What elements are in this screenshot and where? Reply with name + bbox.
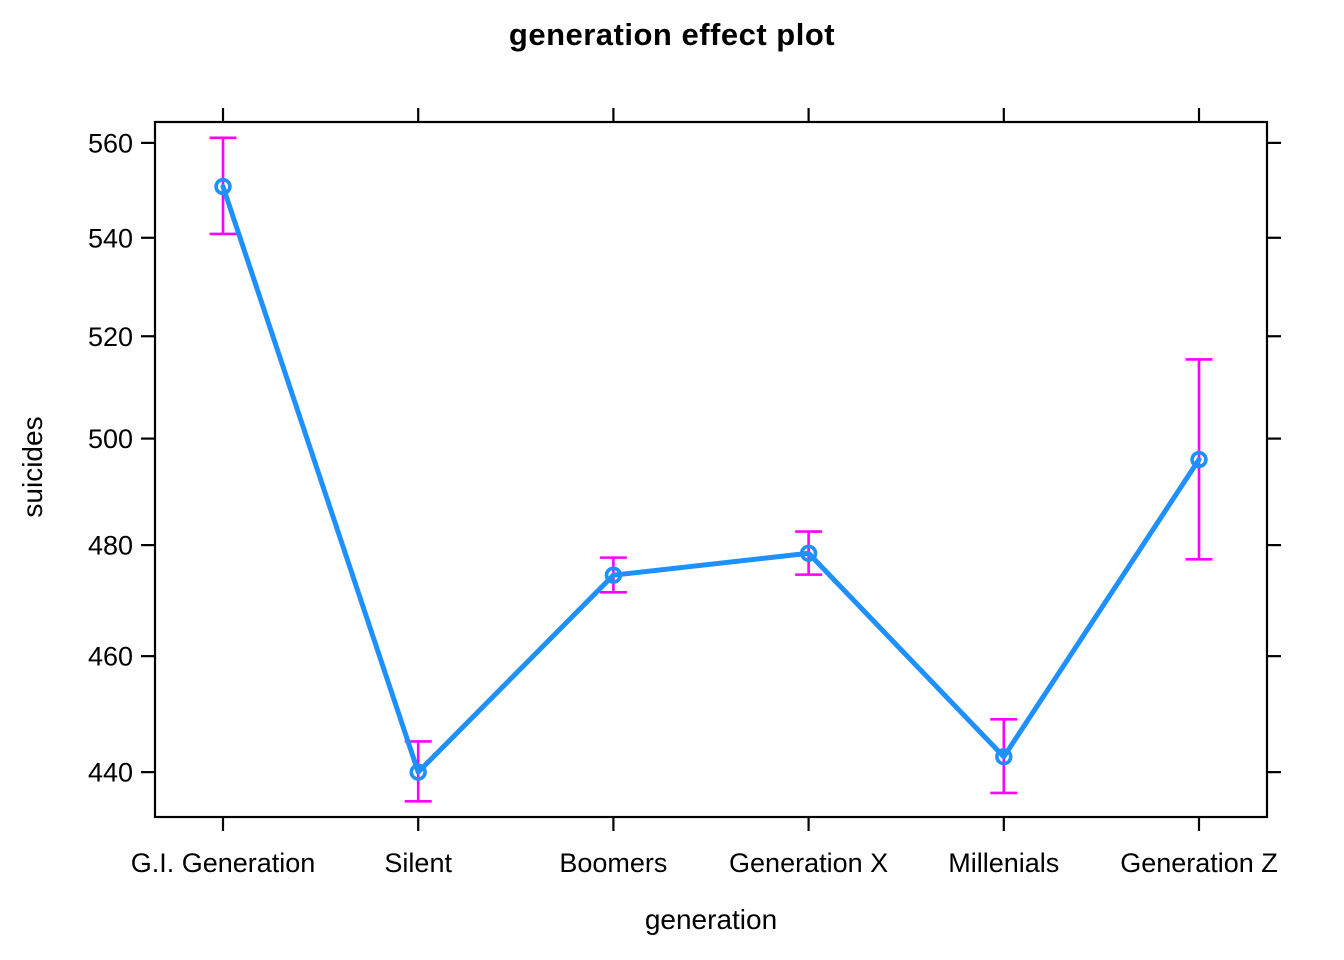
y-tick-label: 500 — [88, 424, 133, 454]
y-tick-label: 540 — [88, 223, 133, 253]
y-tick-label: 480 — [88, 531, 133, 561]
data-point — [1190, 450, 1208, 469]
x-category-label: G.I. Generation — [131, 848, 316, 878]
trend-line — [220, 184, 1202, 775]
y-tick-label: 460 — [88, 642, 133, 672]
data-point — [214, 177, 232, 196]
data-point — [604, 566, 623, 584]
y-tick-label: 520 — [88, 322, 133, 352]
x-axis-label: generation — [644, 904, 778, 935]
data-point — [995, 748, 1013, 766]
x-category-label: Silent — [384, 848, 452, 878]
data-point — [799, 544, 818, 562]
y-tick-label: 560 — [88, 128, 133, 158]
data-point — [409, 763, 427, 781]
x-category-label: Generation Z — [1120, 848, 1278, 878]
x-category-label: Generation X — [729, 848, 888, 878]
chart-title: generation effect plot — [508, 17, 836, 52]
x-category-label: Boomers — [559, 848, 667, 878]
y-axis-label: suicides — [17, 416, 48, 518]
x-category-label: Millenials — [948, 848, 1059, 878]
plot-frame — [153, 120, 1269, 819]
y-tick-label: 440 — [88, 758, 133, 788]
